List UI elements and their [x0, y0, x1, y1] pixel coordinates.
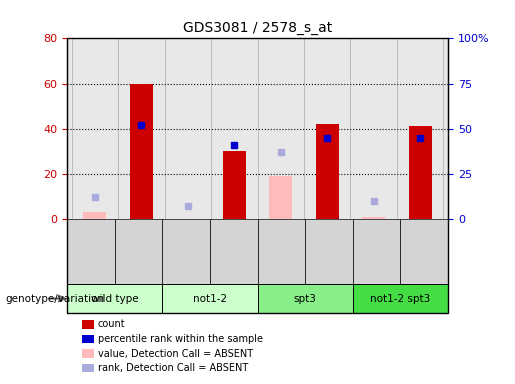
Bar: [222, 151, 246, 219]
Bar: [83, 212, 107, 219]
Text: not1-2: not1-2: [193, 293, 227, 304]
Title: GDS3081 / 2578_s_at: GDS3081 / 2578_s_at: [183, 21, 332, 35]
Bar: [316, 124, 339, 219]
Bar: [408, 126, 432, 219]
Text: count: count: [98, 319, 126, 329]
Bar: [269, 176, 293, 219]
Text: percentile rank within the sample: percentile rank within the sample: [98, 334, 263, 344]
Bar: [130, 84, 153, 219]
Text: spt3: spt3: [294, 293, 317, 304]
Text: not1-2 spt3: not1-2 spt3: [370, 293, 431, 304]
Text: genotype/variation: genotype/variation: [5, 293, 104, 304]
Text: value, Detection Call = ABSENT: value, Detection Call = ABSENT: [98, 349, 253, 359]
Bar: [362, 217, 385, 219]
Text: wild type: wild type: [91, 293, 139, 304]
Text: rank, Detection Call = ABSENT: rank, Detection Call = ABSENT: [98, 363, 248, 373]
